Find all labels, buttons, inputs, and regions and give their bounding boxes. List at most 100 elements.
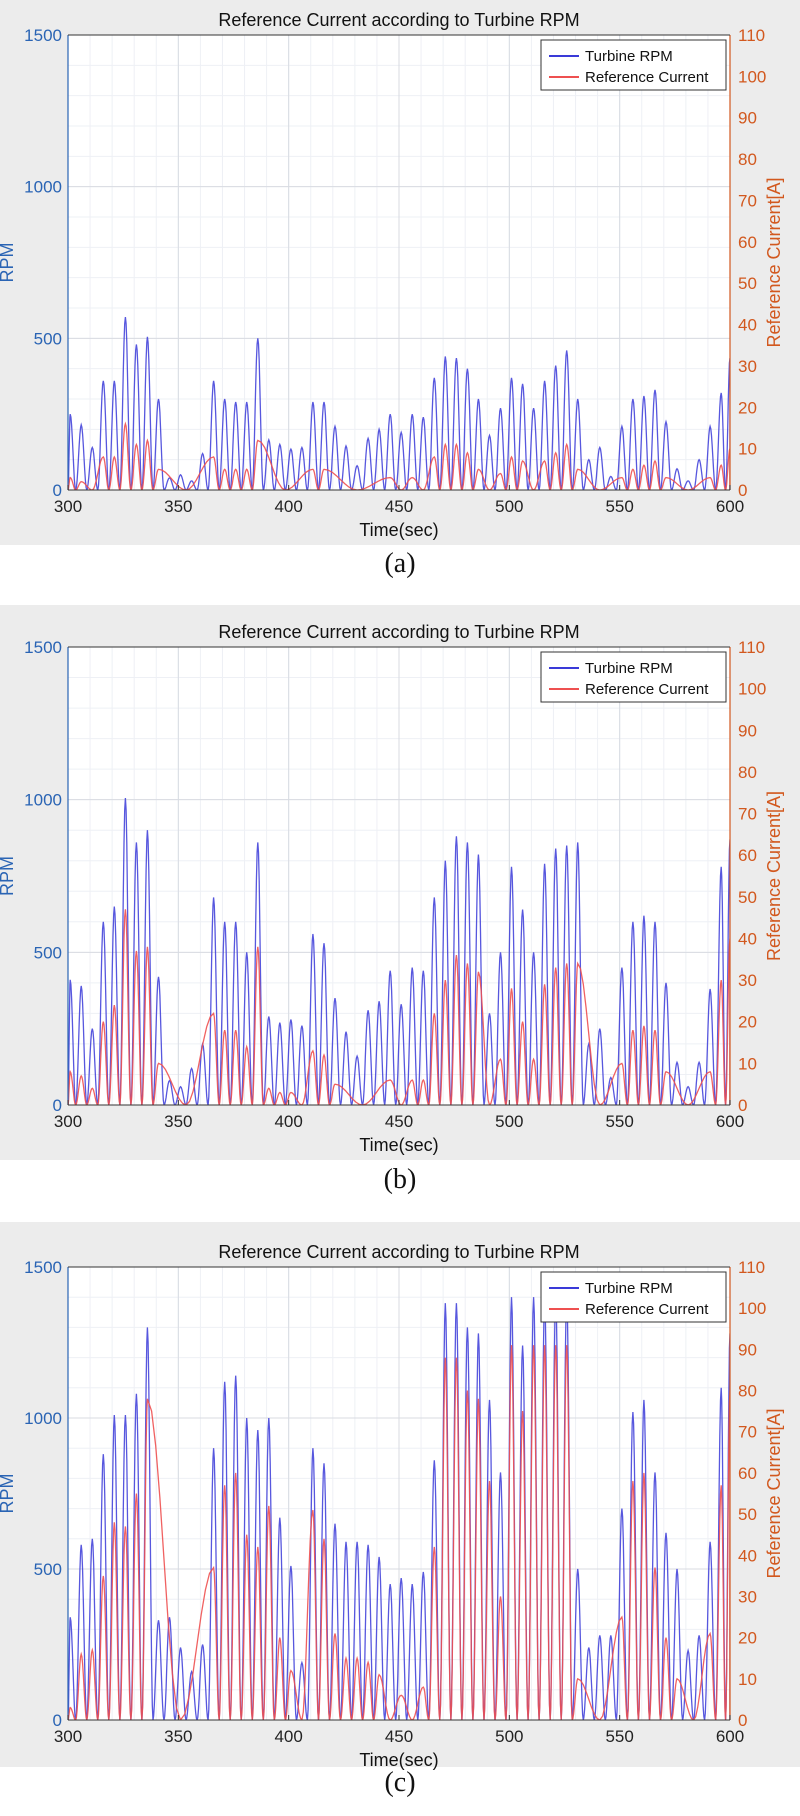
- right-y-tick-label: 10: [738, 1054, 757, 1073]
- legend-label: Turbine RPM: [585, 48, 673, 65]
- legend-label: Reference Current: [585, 1301, 709, 1318]
- right-y-tick-label: 60: [738, 1464, 757, 1483]
- chart-b-svg: 300 350 400 450 500 550 6000500100015000102030…: [0, 605, 800, 1160]
- legend-box: [540, 651, 727, 703]
- right-y-tick-label: 50: [738, 888, 757, 907]
- panel-caption-a: (a): [384, 548, 416, 579]
- legend-label: Reference Current: [585, 69, 709, 86]
- left-y-axis-label: RPM: [0, 1474, 17, 1514]
- left-y-tick-label: 500: [34, 329, 62, 348]
- chart-title: Reference Current according to Turbine R…: [218, 1242, 579, 1262]
- right-y-tick-label: 30: [738, 1587, 757, 1606]
- left-y-axis-label: RPM: [0, 243, 17, 283]
- chart-a-svg: 300 350 400 450 500 550 6000500100015000102030…: [0, 0, 800, 545]
- left-y-tick-label: 0: [53, 1096, 62, 1115]
- left-y-tick-label: 0: [53, 481, 62, 500]
- right-y-tick-label: 60: [738, 846, 757, 865]
- right-y-tick-label: 80: [738, 150, 757, 169]
- right-y-tick-label: 20: [738, 1013, 757, 1032]
- right-y-tick-label: 90: [738, 721, 757, 740]
- x-tick-label: 350: [164, 1112, 192, 1131]
- x-tick-label: 300: [54, 497, 82, 516]
- legend-box: [540, 1271, 727, 1323]
- right-y-tick-label: 40: [738, 929, 757, 948]
- x-tick-label: 400: [274, 1727, 302, 1746]
- x-axis-label: Time(sec): [359, 1750, 438, 1770]
- right-y-tick-label: 30: [738, 971, 757, 990]
- chart-panel-b: 300 350 400 450 500 550 600 0 500 1000 1500 0 10 20 30…: [0, 605, 800, 1195]
- left-y-tick-label: 1000: [24, 178, 62, 197]
- series-line-turbine-rpm: [68, 317, 730, 490]
- x-tick-label: 550: [605, 497, 633, 516]
- x-tick-label: 400: [274, 497, 302, 516]
- series-line-reference-current: [68, 421, 730, 490]
- right-y-tick-label: 50: [738, 274, 757, 293]
- right-y-tick-label: 110: [738, 638, 765, 657]
- chart-panel-c: 300 350 400 450 500 550 600 0 500 1000 1500 0 10 20 30…: [0, 1222, 800, 1816]
- x-tick-label: 500: [495, 1112, 523, 1131]
- right-y-tick-label: 80: [738, 1382, 757, 1401]
- right-y-axis-label: Reference Current[A]: [764, 791, 784, 961]
- right-y-tick-label: 0: [738, 1711, 747, 1730]
- right-y-tick-label: 0: [738, 1096, 747, 1115]
- x-axis-label: Time(sec): [359, 520, 438, 540]
- series-line-turbine-rpm: [68, 798, 730, 1105]
- x-axis-label: Time(sec): [359, 1135, 438, 1155]
- x-tick-label: 600: [716, 1112, 744, 1131]
- legend-label: Turbine RPM: [585, 1280, 673, 1297]
- x-tick-label: 300: [54, 1727, 82, 1746]
- series-line-turbine-rpm: [68, 1297, 730, 1720]
- legend-label: Turbine RPM: [585, 660, 673, 677]
- legend-label: Reference Current: [585, 681, 709, 698]
- chart-panel-a: 300 350 400 450 500 550 600 0 500 1000 1500 0 10 20 30…: [0, 0, 800, 579]
- left-y-tick-label: 1500: [24, 26, 62, 45]
- series-line-reference-current: [68, 909, 730, 1105]
- right-y-tick-label: 30: [738, 357, 757, 376]
- chart-title: Reference Current according to Turbine R…: [218, 10, 579, 30]
- x-tick-label: 500: [495, 1727, 523, 1746]
- left-y-tick-label: 1500: [24, 1258, 62, 1277]
- right-y-tick-label: 40: [738, 1546, 757, 1565]
- right-y-tick-label: 70: [738, 191, 757, 210]
- right-y-tick-label: 110: [738, 26, 765, 45]
- left-y-tick-label: 1500: [24, 638, 62, 657]
- chart-title: Reference Current according to Turbine R…: [218, 622, 579, 642]
- x-tick-label: 450: [385, 1727, 413, 1746]
- left-y-tick-label: 1000: [24, 791, 62, 810]
- right-y-tick-label: 50: [738, 1505, 757, 1524]
- left-y-tick-label: 0: [53, 1711, 62, 1730]
- left-y-tick-label: 500: [34, 1560, 62, 1579]
- x-tick-label: 600: [716, 1727, 744, 1746]
- panel-caption-b: (b): [383, 1164, 417, 1195]
- right-y-tick-label: 100: [738, 680, 766, 699]
- x-tick-label: 500: [495, 497, 523, 516]
- right-y-tick-label: 70: [738, 805, 757, 824]
- x-tick-label: 450: [385, 1112, 413, 1131]
- x-tick-label: 550: [605, 1727, 633, 1746]
- right-y-tick-label: 20: [738, 398, 757, 417]
- x-tick-label: 350: [164, 1727, 192, 1746]
- left-y-tick-label: 1000: [24, 1409, 62, 1428]
- right-y-tick-label: 20: [738, 1629, 757, 1648]
- x-tick-label: 300: [54, 1112, 82, 1131]
- right-y-tick-label: 60: [738, 233, 757, 252]
- right-y-tick-label: 10: [738, 440, 757, 459]
- x-tick-label: 550: [605, 1112, 633, 1131]
- right-y-axis-label: Reference Current[A]: [764, 177, 784, 347]
- right-y-tick-label: 110: [738, 1258, 765, 1277]
- right-y-tick-label: 10: [738, 1670, 757, 1689]
- right-y-tick-label: 90: [738, 1340, 757, 1359]
- right-y-tick-label: 0: [738, 481, 747, 500]
- right-y-axis-label: Reference Current[A]: [764, 1408, 784, 1578]
- right-y-tick-label: 70: [738, 1423, 757, 1442]
- right-y-tick-label: 90: [738, 109, 757, 128]
- right-y-tick-label: 100: [738, 1299, 766, 1318]
- right-y-tick-label: 40: [738, 316, 757, 335]
- x-tick-label: 450: [385, 497, 413, 516]
- right-y-tick-label: 100: [738, 67, 766, 86]
- left-y-tick-label: 500: [34, 943, 62, 962]
- x-tick-label: 400: [274, 1112, 302, 1131]
- left-y-axis-label: RPM: [0, 856, 17, 896]
- panel-caption-c: (c): [384, 1767, 416, 1798]
- right-y-tick-label: 80: [738, 763, 757, 782]
